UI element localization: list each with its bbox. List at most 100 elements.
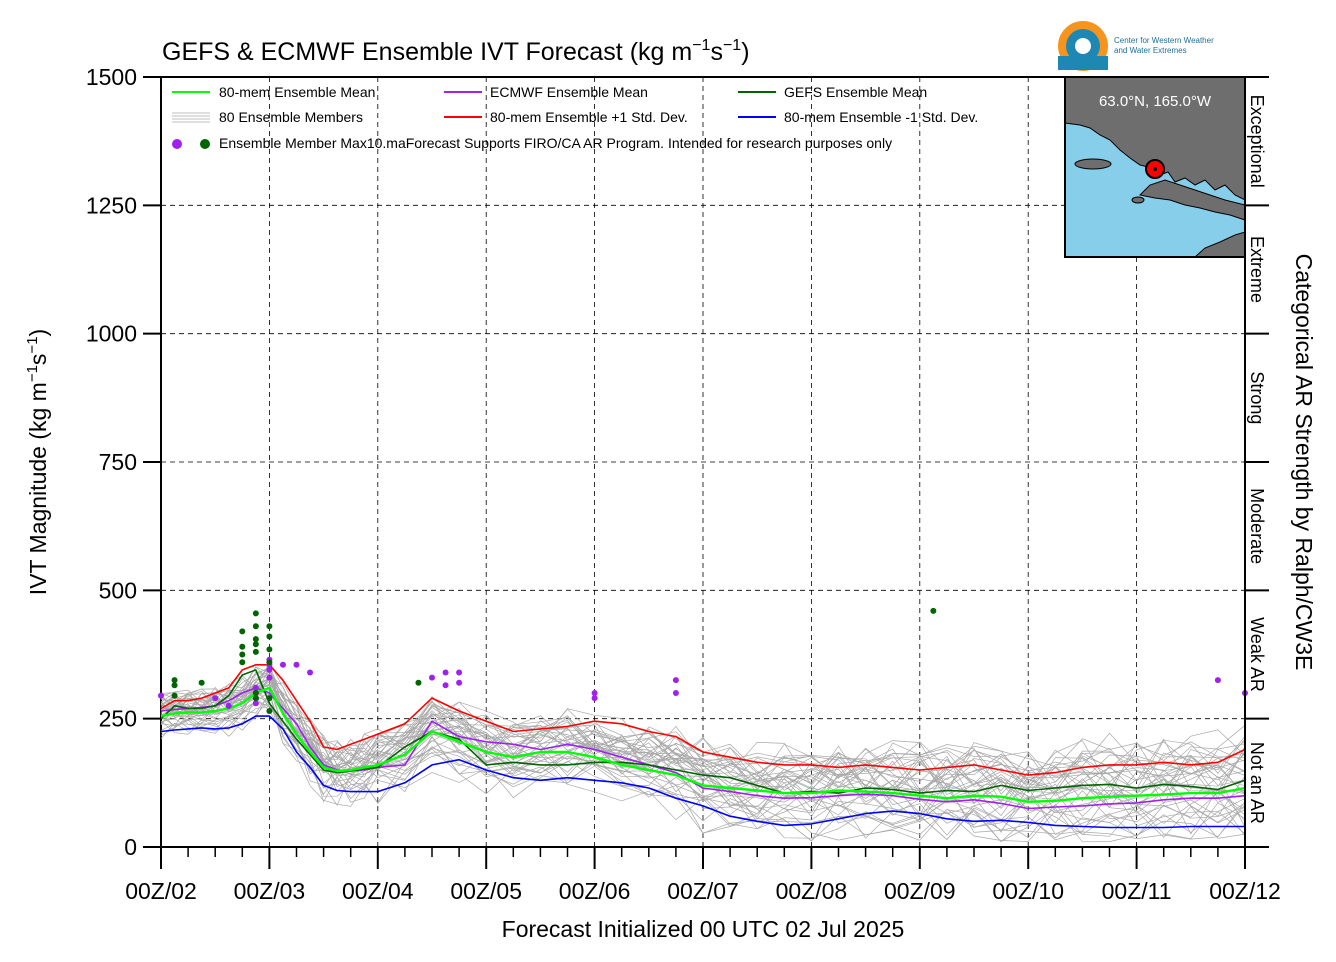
max-marker-ecmwf bbox=[429, 674, 435, 681]
legend-marker-gefs bbox=[200, 139, 210, 149]
legend-label-ecmwf: ECMWF Ensemble Mean bbox=[490, 84, 648, 100]
chart-title: GEFS & ECMWF Ensemble IVT Forecast (kg m… bbox=[162, 37, 750, 66]
y-tick-label: 1500 bbox=[86, 64, 137, 90]
y-tick-label: 1000 bbox=[86, 321, 137, 347]
max-marker-gefs bbox=[252, 641, 259, 648]
map-location-label: 63.0°N, 165.0°W bbox=[1099, 93, 1212, 110]
max-marker-ecmwf bbox=[158, 692, 164, 699]
map-island bbox=[1074, 158, 1112, 170]
logo-drop-icon bbox=[1075, 38, 1091, 54]
x-tick-label: 00Z/06 bbox=[559, 878, 631, 904]
max-marker-ecmwf bbox=[307, 669, 314, 676]
x-axis: 00Z/02 00Z/03 00Z/04 00Z/05 00Z/06 00Z/07 00Z/… bbox=[125, 847, 1281, 904]
x-tick-label: 00Z/12 bbox=[1209, 878, 1281, 904]
map-island-small bbox=[1131, 196, 1145, 204]
category-label: Exceptional bbox=[1247, 95, 1267, 188]
map-land-north bbox=[1064, 76, 1246, 201]
max-marker-gefs bbox=[252, 648, 259, 655]
max-marker-gefs bbox=[266, 695, 273, 702]
y-tick-label: 1250 bbox=[86, 192, 137, 218]
x-tick-label: 00Z/07 bbox=[667, 878, 739, 904]
max-marker-gefs bbox=[171, 692, 178, 699]
max-marker-gefs bbox=[198, 679, 205, 686]
max-marker-ecmwf bbox=[672, 690, 679, 696]
logo-line1: Center for Western Weather bbox=[1114, 36, 1214, 45]
max-marker-gefs bbox=[266, 623, 273, 630]
y-axis: 0 250 500 750 1000 1250 1500 bbox=[86, 64, 161, 860]
max-marker-ecmwf bbox=[252, 700, 259, 707]
y-tick-label: 500 bbox=[99, 577, 137, 603]
series-line-0 bbox=[160, 686, 1246, 803]
gridlines bbox=[161, 77, 1245, 847]
x-tick-label: 00Z/11 bbox=[1102, 878, 1172, 904]
max-marker-gefs bbox=[252, 636, 259, 643]
x-tick-label: 00Z/05 bbox=[450, 878, 522, 904]
series-line-2 bbox=[160, 669, 1246, 794]
map-frame bbox=[1064, 76, 1246, 258]
legend-label-minus: 80-mem Ensemble -1 Std. Dev. bbox=[784, 109, 978, 125]
max-marker-gefs bbox=[415, 679, 422, 686]
max-marker-ecmwf bbox=[266, 666, 273, 673]
max-marker-gefs bbox=[266, 633, 273, 640]
max-marker-ecmwf bbox=[456, 679, 463, 686]
x-tick-label: 00Z/09 bbox=[884, 878, 956, 904]
cw3e-logo: Center for Western Weather and Water Ext… bbox=[1058, 21, 1214, 71]
max-marker-gefs bbox=[252, 690, 259, 696]
max-marker-ecmwf bbox=[212, 695, 219, 702]
y-tick-label: 750 bbox=[99, 449, 137, 475]
legend-swatch-members bbox=[172, 112, 210, 123]
map-location-dot bbox=[1153, 167, 1157, 171]
max-marker-gefs bbox=[239, 628, 246, 635]
max-marker-gefs bbox=[252, 610, 259, 617]
max-marker-gefs bbox=[930, 607, 937, 614]
category-label: Weak AR bbox=[1247, 617, 1267, 692]
x-tick-label: 00Z/02 bbox=[125, 878, 197, 904]
category-label: Moderate bbox=[1247, 488, 1267, 564]
max-marker-gefs bbox=[266, 646, 273, 653]
x-tick-label: 00Z/10 bbox=[992, 878, 1064, 904]
x-tick-label: 00Z/08 bbox=[776, 878, 848, 904]
ensemble-member-line bbox=[160, 684, 1246, 812]
legend-label-max: Ensemble Member Max10.maForecast Support… bbox=[219, 135, 892, 151]
ensemble-member-line bbox=[160, 666, 1246, 792]
ensemble-member-line bbox=[160, 686, 1246, 824]
max-marker-gefs bbox=[239, 651, 246, 658]
max-marker-gefs bbox=[239, 643, 246, 650]
legend-label-gefs: GEFS Ensemble Mean bbox=[784, 84, 927, 100]
max-marker-gefs bbox=[171, 682, 178, 689]
max-marker-gefs bbox=[252, 623, 259, 630]
legend-label-mean: 80-mem Ensemble Mean bbox=[219, 84, 375, 100]
location-map: 63.0°N, 165.0°W bbox=[1064, 76, 1246, 258]
max-marker-gefs bbox=[266, 707, 273, 714]
ensemble-member-line bbox=[160, 688, 1246, 823]
x-tick-label: 00Z/04 bbox=[342, 878, 414, 904]
category-label: Not an AR bbox=[1247, 742, 1267, 824]
max-marker-ecmwf bbox=[591, 695, 598, 702]
legend-marker-ecmwf bbox=[172, 139, 182, 149]
max-marker-ecmwf bbox=[279, 661, 286, 668]
max-marker-ecmwf bbox=[591, 690, 598, 696]
ensemble-member-line bbox=[160, 681, 1246, 825]
max-marker-gefs bbox=[252, 695, 259, 702]
max-marker-ecmwf bbox=[442, 682, 449, 689]
logo-waves-icon bbox=[1058, 56, 1108, 70]
logo-line2: and Water Extremes bbox=[1114, 46, 1187, 55]
max-marker-ecmwf bbox=[293, 661, 300, 668]
category-label: Strong bbox=[1247, 371, 1267, 424]
series-lines bbox=[160, 663, 1246, 829]
max-marker-ecmwf bbox=[1214, 677, 1221, 684]
max-marker-ecmwf bbox=[266, 674, 273, 681]
max-markers bbox=[158, 607, 1248, 714]
x-tick-label: 00Z/03 bbox=[234, 878, 306, 904]
ensemble-member-line bbox=[160, 688, 1246, 843]
max-marker-gefs bbox=[266, 659, 273, 666]
right-axis-label: Categorical AR Strength by Ralph/CW3E bbox=[1291, 254, 1317, 671]
category-label: Extreme bbox=[1247, 236, 1267, 303]
max-marker-ecmwf bbox=[672, 677, 679, 684]
max-marker-ecmwf bbox=[442, 669, 449, 676]
legend: 80-mem Ensemble Mean ECMWF Ensemble Mean… bbox=[172, 84, 978, 151]
series-line-4 bbox=[160, 715, 1245, 829]
x-axis-label: Forecast Initialized 00 UTC 02 Jul 2025 bbox=[502, 916, 905, 942]
y-tick-label: 250 bbox=[99, 706, 137, 732]
